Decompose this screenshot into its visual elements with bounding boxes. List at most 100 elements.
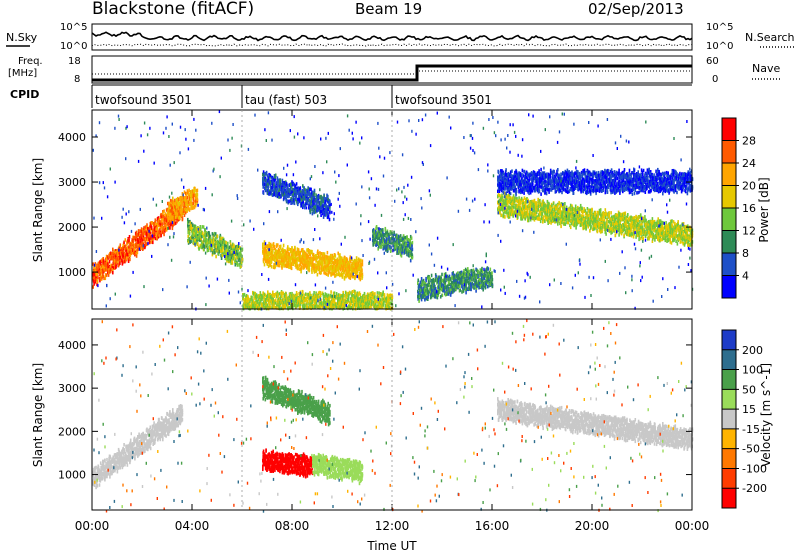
data-cell — [174, 221, 177, 225]
data-cell — [358, 267, 361, 272]
data-cell — [341, 275, 344, 279]
data-cell — [288, 265, 290, 269]
data-cell — [411, 244, 413, 248]
data-cell — [227, 249, 229, 253]
data-cell — [275, 244, 278, 249]
data-cell — [237, 244, 240, 248]
data-cell — [144, 239, 147, 243]
data-cell — [314, 256, 317, 260]
data-cell — [215, 244, 217, 249]
data-cell — [227, 245, 229, 249]
data-cell — [112, 247, 114, 252]
data-cell — [273, 263, 276, 267]
data-cell — [140, 238, 142, 242]
data-cell — [125, 249, 128, 253]
data-cell — [355, 265, 358, 270]
data-cell — [274, 265, 277, 269]
data-cell — [120, 247, 123, 251]
data-cell — [269, 259, 272, 263]
data-cell — [94, 264, 97, 268]
data-cell — [310, 268, 313, 272]
data-cell — [291, 247, 293, 251]
data-cell — [347, 264, 350, 269]
data-cell — [102, 257, 104, 261]
data-cell — [97, 264, 99, 268]
data-cell — [282, 182, 285, 186]
data-cell — [355, 260, 358, 265]
data-cell — [284, 255, 287, 259]
data-cell — [307, 250, 309, 254]
data-cell — [119, 261, 121, 265]
data-cell — [132, 235, 134, 239]
data-cell — [220, 253, 222, 258]
data-cell — [142, 228, 144, 232]
data-cell — [265, 170, 268, 175]
data-cell — [192, 236, 194, 240]
data-cell — [236, 261, 239, 265]
data-cell — [267, 260, 269, 264]
data-cell — [283, 253, 285, 257]
data-cell — [197, 242, 199, 246]
data-cell — [230, 261, 232, 265]
data-cell — [500, 213, 503, 217]
data-cell — [182, 211, 184, 216]
data-cell — [129, 253, 132, 257]
data-cell — [400, 254, 403, 258]
data-cell — [326, 250, 329, 255]
data-cell — [267, 186, 269, 191]
data-cell — [310, 187, 312, 192]
data-cell — [124, 244, 127, 249]
data-cell — [286, 252, 288, 256]
data-cell — [360, 273, 363, 278]
data-cell — [174, 206, 177, 210]
data-cell — [275, 254, 277, 258]
data-cell — [234, 263, 237, 267]
data-cell — [312, 260, 314, 264]
data-cell — [301, 261, 304, 266]
data-cell — [212, 235, 215, 239]
data-cell — [106, 255, 109, 259]
data-cell — [357, 274, 359, 278]
data-cell — [295, 182, 298, 186]
data-cell — [154, 222, 157, 227]
data-cell — [138, 240, 140, 244]
data-cell — [285, 191, 288, 195]
data-cell — [187, 224, 190, 229]
data-cell — [105, 262, 107, 267]
data-cell — [219, 243, 222, 247]
data-cell — [345, 266, 347, 271]
data-cell — [190, 197, 192, 202]
data-cell — [273, 180, 275, 184]
data-cell — [307, 264, 310, 268]
data-cell — [287, 251, 290, 256]
data-cell — [229, 247, 232, 252]
data-cell — [219, 246, 221, 250]
data-cell — [409, 258, 412, 263]
data-cell — [262, 251, 264, 255]
data-cell — [176, 219, 178, 224]
data-cell — [320, 213, 322, 217]
data-cell — [199, 234, 202, 238]
data-cell — [211, 232, 214, 236]
data-cell — [264, 253, 267, 257]
data-cell — [262, 181, 265, 186]
data-cell — [579, 213, 581, 218]
data-cell — [169, 211, 172, 216]
data-cell — [207, 244, 209, 248]
data-cell — [524, 217, 527, 221]
data-cell — [294, 247, 296, 252]
data-cell — [287, 245, 289, 249]
data-cell — [537, 208, 539, 212]
data-cell — [187, 239, 190, 244]
data-cell — [192, 189, 195, 193]
data-cell — [142, 237, 144, 242]
data-cell — [105, 267, 107, 271]
data-cell — [338, 260, 341, 265]
data-cell — [599, 208, 602, 212]
data-cell — [294, 263, 297, 267]
data-cell — [224, 243, 227, 248]
data-cell — [330, 263, 332, 267]
data-cell — [94, 262, 97, 266]
data-cell — [127, 249, 130, 253]
freq-left-tick-low: 8 — [74, 74, 80, 85]
